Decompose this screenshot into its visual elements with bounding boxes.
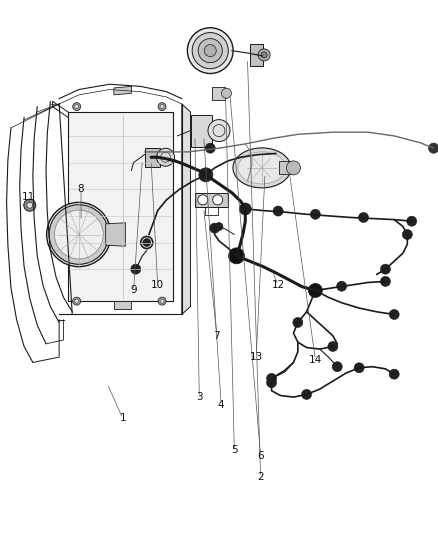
Ellipse shape — [238, 152, 286, 184]
Circle shape — [158, 297, 166, 305]
Polygon shape — [250, 44, 263, 66]
Circle shape — [210, 223, 219, 233]
Polygon shape — [191, 115, 212, 147]
Circle shape — [187, 28, 233, 74]
Text: 2: 2 — [257, 472, 264, 482]
Circle shape — [73, 297, 81, 305]
Text: 14: 14 — [309, 355, 322, 365]
Text: 5: 5 — [231, 446, 238, 455]
Text: 13: 13 — [250, 352, 263, 362]
Circle shape — [198, 38, 222, 63]
Text: 8: 8 — [78, 184, 85, 194]
Text: 10: 10 — [151, 280, 164, 290]
Circle shape — [199, 168, 213, 182]
Circle shape — [49, 205, 109, 264]
Circle shape — [381, 264, 390, 274]
Circle shape — [359, 213, 368, 222]
Circle shape — [158, 102, 166, 111]
Text: 9: 9 — [130, 286, 137, 295]
Circle shape — [308, 284, 322, 297]
Circle shape — [311, 209, 320, 219]
Polygon shape — [279, 161, 293, 174]
Polygon shape — [106, 223, 125, 246]
Circle shape — [403, 230, 412, 239]
Circle shape — [215, 222, 223, 231]
Text: 7: 7 — [213, 331, 220, 341]
Circle shape — [47, 203, 111, 266]
Text: 3: 3 — [196, 392, 203, 402]
Circle shape — [261, 52, 267, 58]
Circle shape — [328, 342, 338, 351]
Circle shape — [27, 202, 33, 208]
Text: 4: 4 — [218, 400, 225, 410]
Circle shape — [74, 104, 79, 109]
Circle shape — [267, 378, 276, 387]
Circle shape — [198, 195, 208, 205]
Polygon shape — [212, 87, 225, 100]
Circle shape — [354, 363, 364, 373]
Circle shape — [389, 310, 399, 319]
Ellipse shape — [233, 148, 291, 188]
Circle shape — [302, 390, 311, 399]
Polygon shape — [145, 148, 160, 167]
Circle shape — [273, 206, 283, 216]
Text: 12: 12 — [272, 280, 285, 290]
Polygon shape — [68, 112, 173, 301]
Circle shape — [160, 299, 164, 303]
Text: 6: 6 — [257, 451, 264, 461]
Circle shape — [222, 88, 231, 98]
Circle shape — [54, 210, 103, 259]
Text: 1: 1 — [119, 414, 126, 423]
Circle shape — [156, 148, 175, 166]
Circle shape — [337, 281, 346, 291]
Circle shape — [407, 216, 417, 226]
Circle shape — [286, 161, 300, 175]
Circle shape — [389, 369, 399, 379]
Circle shape — [192, 33, 228, 69]
Polygon shape — [114, 86, 131, 95]
Circle shape — [293, 318, 303, 327]
Circle shape — [143, 238, 151, 247]
Polygon shape — [195, 193, 228, 207]
Circle shape — [205, 143, 215, 153]
Circle shape — [229, 248, 244, 264]
Circle shape — [208, 119, 230, 142]
Circle shape — [258, 49, 270, 61]
Circle shape — [429, 143, 438, 153]
Circle shape — [267, 374, 276, 383]
Circle shape — [204, 45, 216, 56]
Circle shape — [213, 195, 223, 205]
Polygon shape — [114, 301, 131, 309]
Circle shape — [332, 362, 342, 372]
Circle shape — [24, 199, 36, 211]
Circle shape — [131, 264, 141, 274]
Circle shape — [239, 203, 251, 215]
Polygon shape — [182, 104, 191, 314]
Text: 11: 11 — [22, 192, 35, 202]
Circle shape — [74, 299, 79, 303]
Circle shape — [73, 102, 81, 111]
Circle shape — [381, 277, 390, 286]
Circle shape — [160, 104, 164, 109]
